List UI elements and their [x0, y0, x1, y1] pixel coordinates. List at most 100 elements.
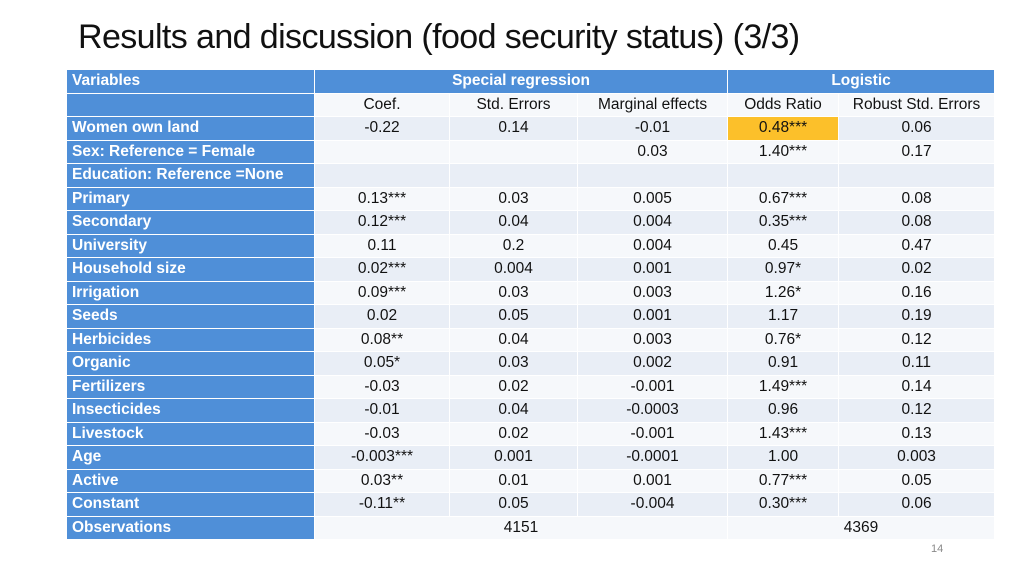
std-errors-cell: 0.05: [449, 492, 578, 517]
results-table-body: Variables Special regression Logistic Co…: [66, 69, 996, 540]
robust-std-errors-cell: 0.17: [838, 139, 996, 164]
odds-ratio-cell: 0.76*: [727, 327, 840, 352]
std-errors-cell: 0.01: [449, 468, 578, 493]
odds-ratio-cell: 1.17: [727, 304, 840, 329]
robust-std-errors-cell: 0.02: [838, 257, 996, 282]
coef-cell: -0.11**: [314, 492, 450, 517]
table-row: Fertilizers -0.03 0.02 -0.001 1.49*** 0.14: [66, 374, 996, 399]
marginal-effects-cell: -0.001: [576, 374, 729, 399]
table-row: Irrigation 0.09*** 0.03 0.003 1.26* 0.16: [66, 280, 996, 305]
odds-ratio-cell: 1.00: [727, 445, 840, 470]
robust-std-errors-cell: 0.11: [838, 351, 996, 376]
variable-label: Irrigation: [66, 280, 315, 305]
marginal-effects-cell: 0.003: [576, 280, 729, 305]
coef-cell: -0.03: [314, 374, 450, 399]
robust-std-errors-header: Robust Std. Errors: [838, 92, 996, 117]
observations-label: Observations: [66, 515, 315, 540]
std-errors-cell: 0.2: [449, 233, 578, 258]
observations-row: Observations 4151 4369: [66, 515, 996, 540]
table-row: Education: Reference =None: [66, 163, 996, 188]
odds-ratio-cell: 0.45: [727, 233, 840, 258]
variable-label: Household size: [66, 257, 315, 282]
marginal-effects-cell: [576, 163, 729, 188]
coef-cell: -0.003***: [314, 445, 450, 470]
marginal-effects-cell: 0.001: [576, 257, 729, 282]
odds-ratio-cell: 1.26*: [727, 280, 840, 305]
table-row: Insecticides -0.01 0.04 -0.0003 0.96 0.12: [66, 398, 996, 423]
odds-ratio-cell: 0.77***: [727, 468, 840, 493]
variable-label: Secondary: [66, 210, 315, 235]
table-row: Constant -0.11** 0.05 -0.004 0.30*** 0.06: [66, 492, 996, 517]
std-errors-cell: 0.04: [449, 398, 578, 423]
coef-cell: 0.12***: [314, 210, 450, 235]
coef-cell: 0.13***: [314, 186, 450, 211]
robust-std-errors-cell: 0.13: [838, 421, 996, 446]
logistic-header: Logistic: [727, 69, 996, 94]
robust-std-errors-cell: 0.12: [838, 327, 996, 352]
coef-cell: -0.22: [314, 116, 450, 141]
std-errors-cell: 0.02: [449, 421, 578, 446]
coef-cell: 0.08**: [314, 327, 450, 352]
marginal-effects-cell: 0.03: [576, 139, 729, 164]
variable-label: University: [66, 233, 315, 258]
table-row: University 0.11 0.2 0.004 0.45 0.47: [66, 233, 996, 258]
table-row: Age -0.003*** 0.001 -0.0001 1.00 0.003: [66, 445, 996, 470]
odds-ratio-cell: 0.91: [727, 351, 840, 376]
std-errors-cell: 0.001: [449, 445, 578, 470]
table-row: Seeds 0.02 0.05 0.001 1.17 0.19: [66, 304, 996, 329]
variable-label: Organic: [66, 351, 315, 376]
page-number: 14: [931, 543, 944, 555]
variable-label: Insecticides: [66, 398, 315, 423]
marginal-effects-cell: 0.004: [576, 233, 729, 258]
robust-std-errors-cell: 0.12: [838, 398, 996, 423]
odds-ratio-cell: 0.97*: [727, 257, 840, 282]
results-table: Variables Special regression Logistic Co…: [66, 69, 996, 540]
variables-header: Variables: [66, 69, 315, 94]
table-row: Active 0.03** 0.01 0.001 0.77*** 0.05: [66, 468, 996, 493]
table-row: Household size 0.02*** 0.004 0.001 0.97* 0.02: [66, 257, 996, 282]
variable-label: Education: Reference =None: [66, 163, 315, 188]
observations-logistic: 4369: [727, 515, 996, 540]
coef-cell: -0.01: [314, 398, 450, 423]
table-row: Sex: Reference = Female 0.03 1.40*** 0.17: [66, 139, 996, 164]
table-row: Secondary 0.12*** 0.04 0.004 0.35*** 0.08: [66, 210, 996, 235]
coef-cell: 0.09***: [314, 280, 450, 305]
marginal-effects-cell: -0.001: [576, 421, 729, 446]
robust-std-errors-cell: 0.003: [838, 445, 996, 470]
marginal-effects-cell: 0.004: [576, 210, 729, 235]
coef-cell: 0.05*: [314, 351, 450, 376]
variable-label: Age: [66, 445, 315, 470]
std-errors-cell: 0.004: [449, 257, 578, 282]
marginal-effects-cell: -0.0003: [576, 398, 729, 423]
std-errors-cell: [449, 163, 578, 188]
std-errors-cell: [449, 139, 578, 164]
observations-special: 4151: [313, 515, 729, 540]
marginal-effects-header: Marginal effects: [576, 92, 729, 117]
robust-std-errors-cell: 0.08: [838, 186, 996, 211]
marginal-effects-cell: 0.005: [576, 186, 729, 211]
table-row: Women own land -0.22 0.14 -0.01 0.48*** 0.06: [66, 116, 996, 141]
variable-label: Sex: Reference = Female: [66, 139, 315, 164]
variable-label: Constant: [66, 492, 315, 517]
odds-ratio-cell: 1.43***: [727, 421, 840, 446]
odds-ratio-cell: 0.96: [727, 398, 840, 423]
marginal-effects-cell: 0.003: [576, 327, 729, 352]
table-row: Organic 0.05* 0.03 0.002 0.91 0.11: [66, 351, 996, 376]
std-errors-cell: 0.03: [449, 186, 578, 211]
std-errors-cell: 0.05: [449, 304, 578, 329]
subheader-row: Coef. Std. Errors Marginal effects Odds …: [66, 92, 996, 117]
odds-ratio-cell: 1.40***: [727, 139, 840, 164]
std-errors-cell: 0.03: [449, 280, 578, 305]
coef-cell: 0.02: [314, 304, 450, 329]
robust-std-errors-cell: 0.06: [838, 492, 996, 517]
coef-header: Coef.: [314, 92, 450, 117]
std-errors-cell: 0.03: [449, 351, 578, 376]
robust-std-errors-cell: [838, 163, 996, 188]
coef-cell: [314, 163, 450, 188]
header-row: Variables Special regression Logistic: [66, 69, 996, 94]
table-row: Herbicides 0.08** 0.04 0.003 0.76* 0.12: [66, 327, 996, 352]
marginal-effects-cell: -0.0001: [576, 445, 729, 470]
coef-cell: 0.03**: [314, 468, 450, 493]
robust-std-errors-cell: 0.16: [838, 280, 996, 305]
variable-label: Primary: [66, 186, 315, 211]
